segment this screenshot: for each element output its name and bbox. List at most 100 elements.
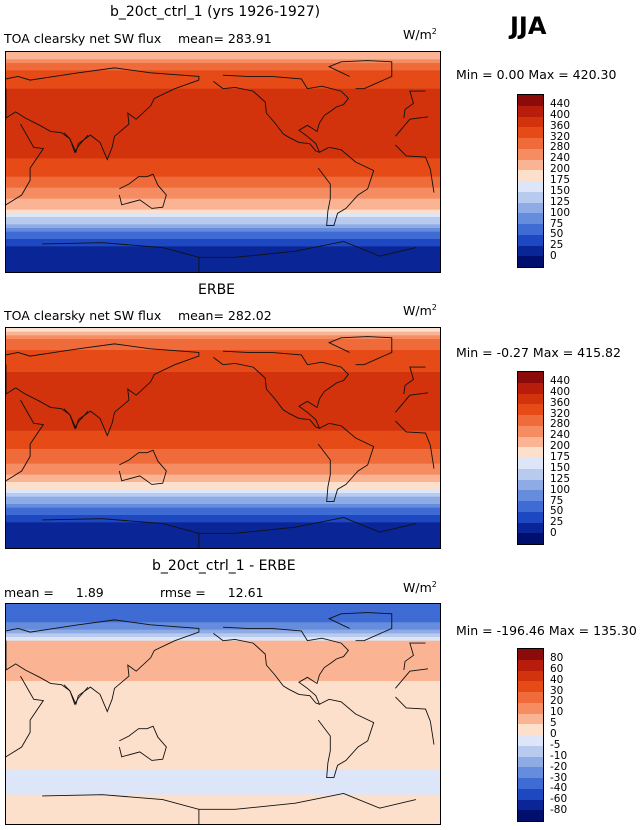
coastline-eurasia: [6, 67, 200, 161]
zonal-band: [6, 681, 440, 686]
zonal-band: [6, 728, 440, 733]
zonal-band: [6, 449, 440, 454]
zonal-band: [6, 339, 440, 344]
zonal-band: [6, 467, 440, 472]
colorbar-tick-label: 440: [550, 97, 571, 110]
zonal-band: [6, 666, 440, 671]
zonal-band: [6, 518, 440, 523]
zonal-band: [6, 136, 440, 141]
colorbar-swatch: [518, 458, 543, 469]
zonal-band: [6, 629, 440, 634]
zonal-band: [6, 335, 440, 340]
zonal-band: [6, 655, 440, 660]
zonal-band: [6, 361, 440, 366]
zonal-band: [6, 747, 440, 752]
coastline-antarctica: [42, 242, 200, 272]
zonal-band: [6, 154, 440, 159]
zonal-band: [6, 736, 440, 741]
colorbar-swatch: [518, 659, 543, 671]
zonal-band: [6, 695, 440, 700]
zonal-band: [6, 114, 440, 119]
panel3-mean-text: mean =: [4, 585, 54, 600]
zonal-band: [6, 441, 440, 446]
panel3-rmse-text: rmse =: [160, 585, 206, 600]
colorbar-swatch: [518, 670, 543, 682]
zonal-band: [6, 198, 440, 203]
zonal-band: [6, 648, 440, 653]
zonal-band: [6, 526, 440, 531]
colorbar-tick-label: 360: [550, 119, 571, 132]
coastline-africa: [395, 696, 435, 745]
zonal-band: [6, 353, 440, 358]
zonal-band: [6, 121, 440, 126]
colorbar-tick-label: -80: [550, 804, 568, 817]
zonal-band: [6, 452, 440, 457]
zonal-band: [6, 511, 440, 516]
zonal-band: [6, 77, 440, 82]
panel3-title: b_20ct_ctrl_1 - ERBE: [152, 558, 296, 574]
zonal-band: [6, 537, 440, 542]
panel1-title: b_20ct_ctrl_1 (yrs 1926-1927): [110, 4, 321, 20]
zonal-band: [6, 651, 440, 656]
colorbar-tick-label: -10: [550, 749, 568, 762]
zonal-band: [6, 364, 440, 369]
zonal-band: [6, 637, 440, 642]
coastline-australia: [118, 173, 167, 209]
zonal-band: [6, 202, 440, 207]
coastline-australia: [118, 449, 167, 485]
panel2-colorbar: [517, 371, 544, 545]
zonal-band: [6, 405, 440, 410]
zonal-band: [6, 783, 440, 788]
panel1-minmax: Min = 0.00 Max = 420.30: [456, 67, 617, 82]
zonal-band: [6, 725, 440, 730]
colorbar-tick-label: 280: [550, 418, 571, 431]
colorbar-swatch: [518, 490, 543, 501]
zonal-band: [6, 489, 440, 494]
zonal-band: [6, 721, 440, 726]
zonal-band: [6, 250, 440, 255]
panel2-map: [5, 327, 441, 549]
colorbar-tick-label: 50: [550, 228, 564, 241]
colorbar-swatch: [518, 224, 543, 235]
zonal-band: [6, 257, 440, 262]
zonal-band: [6, 147, 440, 152]
units-superscript: 2: [431, 27, 437, 36]
zonal-band: [6, 618, 440, 623]
zonal-band: [6, 710, 440, 715]
colorbar-swatch: [518, 95, 543, 106]
colorbar-tick-label: 200: [550, 163, 571, 176]
colorbar-swatch: [518, 256, 543, 267]
panel3-minmax: Min = -196.46 Max = 135.30: [456, 623, 637, 638]
zonal-band: [6, 644, 440, 649]
zonal-band: [6, 805, 440, 810]
zonal-band: [6, 427, 440, 432]
zonal-band: [6, 739, 440, 744]
coastline-africa: [395, 144, 435, 193]
zonal-band: [6, 165, 440, 170]
zonal-band: [6, 209, 440, 214]
zonal-band: [6, 253, 440, 258]
coastline-antarctica: [42, 794, 200, 824]
colorbar-swatch: [518, 213, 543, 224]
zonal-band: [6, 59, 440, 64]
zonal-band: [6, 688, 440, 693]
zonal-band: [6, 162, 440, 167]
colorbar-tick-label: -20: [550, 760, 568, 773]
zonal-band: [6, 132, 440, 137]
colorbar-tick-label: 20: [550, 695, 564, 708]
colorbar-tick-label: 125: [550, 472, 571, 485]
panel1-colorbar: [517, 94, 544, 268]
panel3-map-svg: [6, 604, 440, 824]
zonal-band: [6, 88, 440, 93]
zonal-band: [6, 434, 440, 439]
colorbar-tick-label: 25: [550, 239, 564, 252]
panel2-units: W/m2: [403, 303, 437, 318]
zonal-band: [6, 670, 440, 675]
zonal-band: [6, 515, 440, 520]
zonal-band: [6, 633, 440, 638]
coastline-australia: [118, 725, 167, 761]
coastline-greenland: [327, 60, 393, 90]
zonal-band: [6, 213, 440, 218]
panel2-map-svg: [6, 328, 440, 548]
zonal-band: [6, 482, 440, 487]
